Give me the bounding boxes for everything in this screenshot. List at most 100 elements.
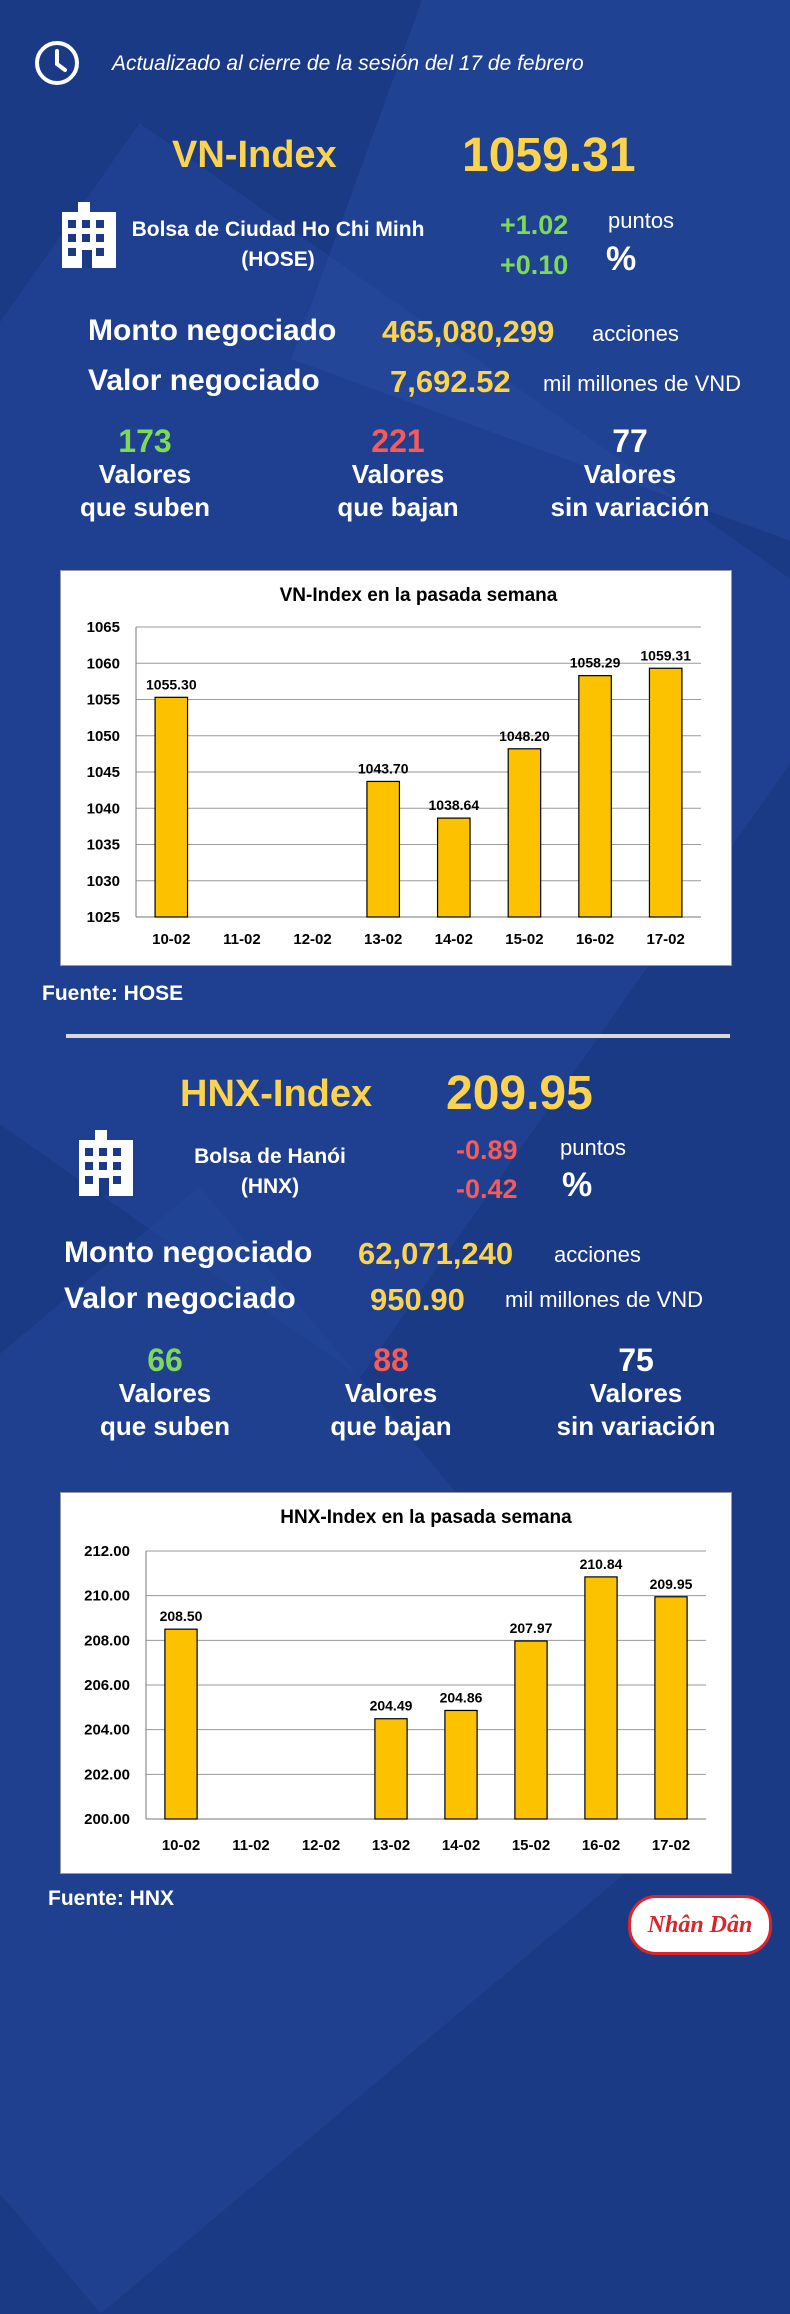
x-tick-label: 11-02 [232, 1837, 270, 1854]
data-label: 208.50 [160, 1608, 203, 1624]
x-tick-label: 13-02 [364, 931, 402, 948]
bar [164, 1628, 198, 1820]
hnx-change-points: -0.89 [456, 1135, 518, 1165]
bar [374, 1718, 408, 1820]
vn-index-value: 1059.31 [462, 129, 636, 182]
x-tick-label: 17-02 [647, 931, 685, 948]
y-tick-label: 1060 [87, 655, 120, 672]
data-label: 209.95 [650, 1576, 693, 1592]
hnx-exchange-line2: (HNX) [240, 1175, 300, 1198]
bar [578, 675, 612, 918]
y-tick-label: 1030 [87, 873, 120, 890]
hnx-down-label1: Valores [344, 1378, 438, 1408]
hnx-flat-stat: 75 Valores sin variación [546, 1344, 726, 1443]
bar [444, 1709, 478, 1820]
vn-exchange-name: Bolsa de Ciudad Ho Chi Minh (HOSE) [128, 215, 428, 275]
vn-up-label2: que suben [79, 492, 210, 522]
bar [366, 780, 401, 918]
y-tick-label: 204.00 [84, 1722, 130, 1739]
vn-up-count: 173 [118, 423, 172, 459]
hnx-up-label2: que suben [99, 1411, 230, 1441]
hnx-source: Fuente: HNX [48, 1887, 174, 1910]
hnx-down-label2: que bajan [330, 1411, 452, 1441]
hnx-volume-value: 62,071,240 [358, 1236, 514, 1271]
vn-volume-value: 465,080,299 [382, 314, 555, 349]
y-tick-label: 1055 [87, 692, 120, 709]
bar [154, 696, 189, 918]
hnx-down-count: 88 [373, 1342, 409, 1378]
vn-index-name: VN-Index [172, 134, 337, 176]
vn-flat-label1: Valores [583, 459, 677, 489]
y-tick-label: 206.00 [84, 1677, 130, 1694]
x-tick-label: 15-02 [505, 931, 543, 948]
hnx-points-unit: puntos [560, 1135, 627, 1160]
y-tick-label: 208.00 [84, 1632, 130, 1649]
x-tick-label: 12-02 [302, 1837, 340, 1854]
vn-flat-stat: 77 Valores sin variación [540, 425, 720, 524]
vn-index-chart: VN-Index en la pasada semana 1065 1060 1055… [60, 570, 732, 966]
clock-icon [34, 40, 80, 86]
hnx-flat-count: 75 [618, 1342, 654, 1378]
y-tick-label: 1065 [87, 619, 120, 636]
hnx-exchange-name: Bolsa de Hanói (HNX) [140, 1142, 400, 1202]
hnx-value-unit: mil millones de VND [505, 1287, 704, 1312]
vn-source: Fuente: HOSE [42, 982, 184, 1005]
hnx-flat-label2: sin variación [556, 1411, 716, 1441]
vn-value-unit: mil millones de VND [543, 371, 742, 396]
hnx-down-stat: 88 Valores que bajan [306, 1344, 476, 1443]
y-tick-label: 1045 [87, 764, 120, 781]
bar [648, 667, 683, 918]
x-tick-label: 10-02 [162, 1837, 200, 1854]
x-tick-label: 16-02 [576, 931, 614, 948]
hnx-index-value: 209.95 [446, 1067, 593, 1120]
bar [507, 748, 542, 918]
bar [654, 1596, 688, 1820]
y-tick-label: 210.00 [84, 1588, 130, 1605]
y-tick-label: 202.00 [84, 1766, 130, 1783]
x-tick-label: 13-02 [372, 1837, 410, 1854]
hnx-up-stat: 66 Valores que suben [80, 1344, 250, 1443]
x-tick-label: 14-02 [435, 931, 473, 948]
data-label: 1038.64 [429, 797, 480, 813]
hnx-value-label: Valor negociado [64, 1282, 296, 1315]
x-tick-label: 16-02 [582, 1837, 620, 1854]
bar [436, 817, 471, 918]
vn-points-unit: puntos [608, 208, 675, 233]
vn-volume-label: Monto negociado [88, 314, 337, 347]
data-label: 1059.31 [640, 647, 691, 663]
building-icon [58, 202, 120, 268]
x-tick-label: 10-02 [152, 931, 190, 948]
vn-exchange-line2: (HOSE) [241, 248, 315, 271]
x-tick-label: 11-02 [223, 931, 261, 948]
hnx-volume-label: Monto negociado [64, 1236, 313, 1269]
vn-volume-unit: acciones [592, 321, 679, 346]
vn-index-chart-svg: VN-Index en la pasada semana 1065 1060 1055… [87, 585, 701, 948]
hnx-value-value: 950.90 [370, 1282, 465, 1317]
vn-pct-unit: % [606, 240, 637, 278]
data-label: 204.49 [370, 1698, 413, 1714]
building-icon [75, 1128, 137, 1198]
data-label: 210.84 [580, 1556, 623, 1572]
hnx-index-chart-svg: HNX-Index en la pasada semana 212.00 210.0… [84, 1507, 706, 1854]
hnx-change-pct: -0.42 [456, 1174, 518, 1204]
vn-flat-label2: sin variación [550, 492, 710, 522]
hnx-index-name: HNX-Index [180, 1073, 373, 1115]
x-tick-label: 15-02 [512, 1837, 550, 1854]
data-label: 207.97 [510, 1620, 553, 1636]
vn-down-label2: que bajan [337, 492, 459, 522]
data-label: 1043.70 [358, 760, 409, 776]
x-tick-label: 17-02 [652, 1837, 690, 1854]
nhan-dan-logo: Nhân Dân [628, 1895, 772, 1955]
data-label: 1048.20 [499, 728, 550, 744]
y-tick-label: 1040 [87, 800, 120, 817]
hnx-pct-unit: % [562, 1166, 593, 1204]
x-tick-label: 14-02 [442, 1837, 480, 1854]
bar [514, 1640, 548, 1820]
vn-down-label1: Valores [351, 459, 445, 489]
y-tick-label: 1050 [87, 728, 120, 745]
hnx-flat-label1: Valores [589, 1378, 683, 1408]
vn-value-label: Valor negociado [88, 364, 320, 397]
hnx-up-label1: Valores [118, 1378, 212, 1408]
vn-value-value: 7,692.52 [390, 364, 511, 399]
vn-up-label1: Valores [98, 459, 192, 489]
